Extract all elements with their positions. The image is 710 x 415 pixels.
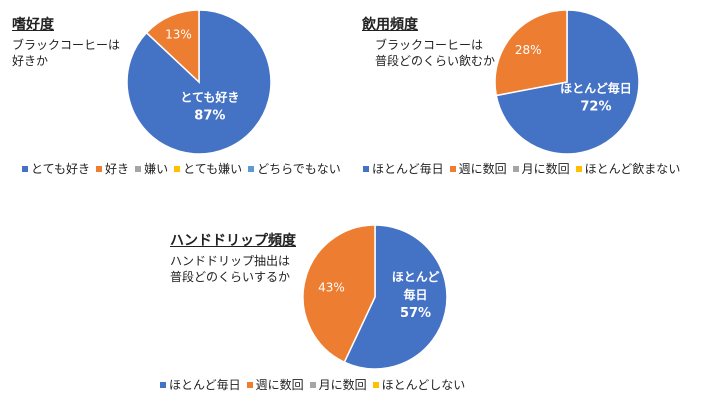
chart2-title: 飲用頻度 [362,17,418,33]
chart3-legend-label: 月に数回 [318,378,367,392]
chart3-title: ハンドドリップ頻度 [170,233,296,249]
chart3-subtitle: ハンドドリップ抽出は 普段どのくらいするか [170,253,290,285]
chart1-legend-swatch [96,165,103,172]
chart1-slice-2-label: 13% [165,27,192,41]
chart3-slice-2-label: 43% [318,280,345,294]
chart1-legend-label: どちらでもない [257,162,341,176]
chart1-legend-item: どちらでもない [248,160,341,177]
chart3-legend-swatch [160,381,166,388]
chart2-legend-label: 週に数回 [458,162,507,176]
chart1-legend-swatch [22,165,28,172]
chart1-legend-label: とても好き [31,162,91,176]
chart2-slice-1-label: ほとんど毎日 [560,81,632,96]
chart2-legend-swatch [512,165,519,172]
chart3-legend-label: ほとんどしない [381,378,466,392]
chart3-slice-1 [343,224,448,370]
chart1-legend-item: 好き [96,160,129,177]
chart2-legend-item: 週に数回 [449,160,507,177]
chart3-legend-swatch [372,381,379,388]
chart1-legend-label: 嫌い [144,162,169,176]
chart3-legend: ほとんど毎日 週に数回 月に数回 ほとんどしない [160,376,465,393]
chart1-legend: とても好き 好き 嫌い とても嫌い どちらでもない [22,160,341,177]
chart2-slice-2 [494,9,568,97]
chart2-slice-2-label: 28% [515,43,542,57]
chart1-legend-swatch [248,165,255,172]
chart3-pie: ほとんど毎日 57% 43% [302,224,448,370]
chart1-subtitle-line2: 好きか [12,54,49,68]
chart1-slice-1-label: とても好き [180,90,239,105]
chart1-title: 嗜好度 [12,17,54,33]
chart2-legend-item: ほとんど飲まない [575,160,681,177]
chart3-slice-1-label: 毎日 [404,287,428,302]
chart3-legend-item: ほとんどしない [372,376,466,393]
chart2-legend-item: ほとんど毎日 [363,160,444,177]
chart3-legend-swatch [246,381,253,388]
chart3-legend-item: 月に数回 [309,376,367,393]
chart2-legend-swatch [363,165,369,172]
chart2-legend-swatch [575,165,582,172]
chart2-legend: ほとんど毎日 週に数回 月に数回 ほとんど飲まない [363,160,680,177]
chart2-legend-label: 月に数回 [521,162,570,176]
chart1-legend-item: とても好き [22,160,90,177]
chart3-legend-label: ほとんど毎日 [169,378,241,392]
chart2-legend-item: 月に数回 [512,160,570,177]
chart1-legend-label: 好き [105,162,130,176]
chart3-legend-item: 週に数回 [246,376,304,393]
chart3-subtitle-line2: 普段どのくらいするか [170,270,291,284]
chart1-legend-label: とても嫌い [183,162,243,176]
chart1-legend-item: とても嫌い [174,160,242,177]
chart1-legend-swatch [174,165,181,172]
chart3-slice-1-label: 57% [400,306,431,321]
chart1-subtitle-line1: ブラックコーヒーは [12,38,121,52]
chart3-legend-item: ほとんど毎日 [160,376,241,393]
chart1-slice-2 [145,9,200,84]
chart1-slice-1-label: 87% [194,109,225,124]
chart3-slice-2 [302,224,376,364]
chart1-pie: とても好き 87% 13% [126,9,272,155]
chart1-legend-item: 嫌い [135,160,168,177]
chart2-subtitle: ブラックコーヒーは 普段どのくらい飲むか [375,37,495,69]
chart3-subtitle-line1: ハンドドリップ抽出は [170,254,291,268]
chart1-legend-swatch [135,165,142,172]
chart2-legend-label: ほとんど毎日 [372,162,444,176]
chart1-subtitle: ブラックコーヒーは 好きか [12,37,120,69]
chart3-legend-swatch [309,381,316,388]
chart3-slice-1-label: ほとんど [392,270,440,284]
chart2-pie: ほとんど毎日 72% 28% [494,9,640,155]
chart2-subtitle-line1: ブラックコーヒーは [375,38,484,52]
chart2-slice-1-label: 72% [580,100,611,115]
chart2-subtitle-line2: 普段どのくらい飲むか [375,54,496,68]
chart2-legend-swatch [449,165,456,172]
chart3-legend-label: 週に数回 [255,378,304,392]
chart2-legend-label: ほとんど飲まない [584,162,681,176]
